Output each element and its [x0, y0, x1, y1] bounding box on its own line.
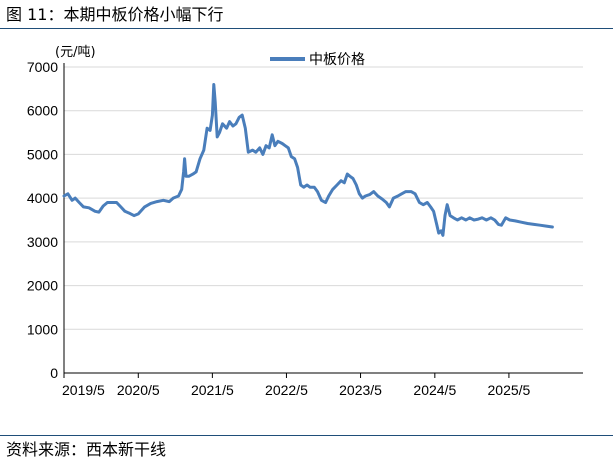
title-rule [0, 28, 613, 29]
x-tick-label: 2022/5 [265, 382, 308, 398]
y-tick-label: 7000 [27, 59, 58, 75]
y-tick-labels: 0 1000 2000 3000 4000 5000 6000 7000 [27, 59, 58, 381]
y-unit-label: (元/吨) [55, 45, 96, 60]
axes [63, 63, 583, 378]
gridlines [64, 66, 583, 330]
series-group [62, 83, 554, 237]
x-tick-label: 2025/5 [488, 382, 531, 398]
series-line [62, 83, 554, 237]
price-line-chart: 0 1000 2000 3000 4000 5000 6000 7000 2019/5 2020… [27, 45, 583, 398]
y-tick-label: 6000 [27, 103, 58, 119]
x-tick-labels: 2019/5 2020/5 2021/5 2022/5 2023/5 2024/5 2025… [62, 382, 531, 398]
x-tick-label: 2021/5 [191, 382, 234, 398]
x-tick-label: 2023/5 [339, 382, 382, 398]
legend: 中板价格 [270, 52, 365, 68]
y-tick-label: 0 [50, 365, 58, 381]
y-tick-label: 1000 [27, 321, 58, 337]
source-note: 资料来源：西本新干线 [6, 440, 167, 459]
y-tick-label: 4000 [27, 190, 58, 206]
source-rule [0, 435, 613, 436]
y-tick-label: 3000 [27, 234, 58, 250]
y-tick-label: 2000 [27, 278, 58, 294]
figure-title: 图 11：本期中板价格小幅下行 [6, 5, 224, 24]
x-tick-label: 2024/5 [413, 382, 456, 398]
x-tick-label: 2020/5 [117, 382, 160, 398]
y-tick-label: 5000 [27, 146, 58, 162]
legend-label: 中板价格 [309, 52, 365, 68]
x-tick-label: 2019/5 [62, 382, 105, 398]
